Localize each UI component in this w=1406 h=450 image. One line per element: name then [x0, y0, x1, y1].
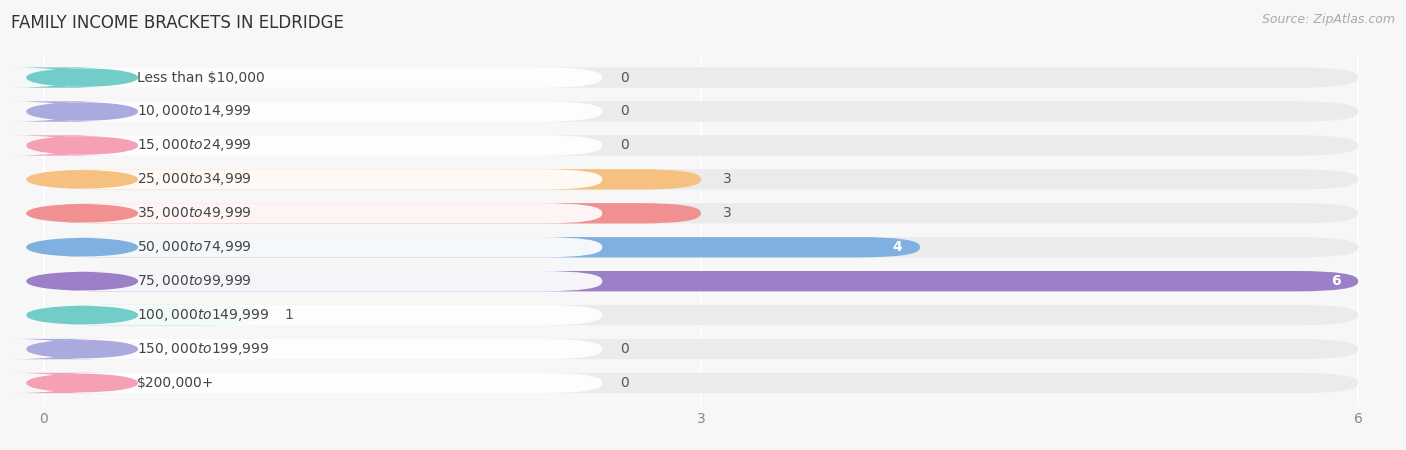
Text: 0: 0 — [620, 342, 628, 356]
FancyBboxPatch shape — [44, 237, 1358, 257]
FancyBboxPatch shape — [44, 271, 602, 291]
FancyBboxPatch shape — [44, 135, 1358, 156]
Text: 0: 0 — [620, 104, 628, 118]
Text: 3: 3 — [723, 206, 731, 220]
Text: $15,000 to $24,999: $15,000 to $24,999 — [138, 137, 252, 153]
Circle shape — [27, 69, 138, 86]
FancyBboxPatch shape — [11, 101, 105, 122]
Text: Less than $10,000: Less than $10,000 — [138, 71, 266, 85]
Text: Source: ZipAtlas.com: Source: ZipAtlas.com — [1261, 14, 1395, 27]
Text: 0: 0 — [620, 376, 628, 390]
Circle shape — [27, 205, 138, 222]
Text: $150,000 to $199,999: $150,000 to $199,999 — [138, 341, 270, 357]
Circle shape — [27, 171, 138, 188]
FancyBboxPatch shape — [44, 169, 700, 189]
FancyBboxPatch shape — [44, 135, 602, 156]
FancyBboxPatch shape — [11, 339, 105, 359]
Text: $200,000+: $200,000+ — [138, 376, 215, 390]
Text: $75,000 to $99,999: $75,000 to $99,999 — [138, 273, 252, 289]
Text: 6: 6 — [1331, 274, 1340, 288]
FancyBboxPatch shape — [44, 169, 1358, 189]
FancyBboxPatch shape — [44, 373, 1358, 393]
FancyBboxPatch shape — [44, 305, 1358, 325]
Text: $100,000 to $149,999: $100,000 to $149,999 — [138, 307, 270, 323]
Text: $25,000 to $34,999: $25,000 to $34,999 — [138, 171, 252, 187]
FancyBboxPatch shape — [11, 135, 105, 156]
Circle shape — [27, 238, 138, 256]
FancyBboxPatch shape — [44, 305, 263, 325]
FancyBboxPatch shape — [11, 373, 105, 393]
FancyBboxPatch shape — [44, 237, 602, 257]
Circle shape — [27, 341, 138, 358]
FancyBboxPatch shape — [11, 68, 105, 88]
Text: FAMILY INCOME BRACKETS IN ELDRIDGE: FAMILY INCOME BRACKETS IN ELDRIDGE — [11, 14, 344, 32]
Text: 0: 0 — [620, 71, 628, 85]
Circle shape — [27, 374, 138, 392]
FancyBboxPatch shape — [44, 305, 602, 325]
FancyBboxPatch shape — [44, 237, 920, 257]
Text: 0: 0 — [620, 139, 628, 153]
FancyBboxPatch shape — [44, 101, 602, 122]
FancyBboxPatch shape — [44, 68, 1358, 88]
Circle shape — [27, 137, 138, 154]
Circle shape — [27, 103, 138, 120]
FancyBboxPatch shape — [44, 271, 1358, 291]
FancyBboxPatch shape — [44, 101, 1358, 122]
FancyBboxPatch shape — [44, 271, 1358, 291]
Text: 4: 4 — [893, 240, 903, 254]
Text: $50,000 to $74,999: $50,000 to $74,999 — [138, 239, 252, 255]
Circle shape — [27, 273, 138, 290]
FancyBboxPatch shape — [44, 68, 602, 88]
FancyBboxPatch shape — [44, 203, 700, 224]
Text: $35,000 to $49,999: $35,000 to $49,999 — [138, 205, 252, 221]
Text: 3: 3 — [723, 172, 731, 186]
FancyBboxPatch shape — [44, 169, 602, 189]
FancyBboxPatch shape — [44, 339, 1358, 359]
FancyBboxPatch shape — [44, 373, 602, 393]
FancyBboxPatch shape — [44, 203, 1358, 224]
Circle shape — [27, 306, 138, 324]
FancyBboxPatch shape — [44, 339, 602, 359]
Text: 1: 1 — [284, 308, 294, 322]
FancyBboxPatch shape — [44, 203, 602, 224]
Text: $10,000 to $14,999: $10,000 to $14,999 — [138, 104, 252, 120]
